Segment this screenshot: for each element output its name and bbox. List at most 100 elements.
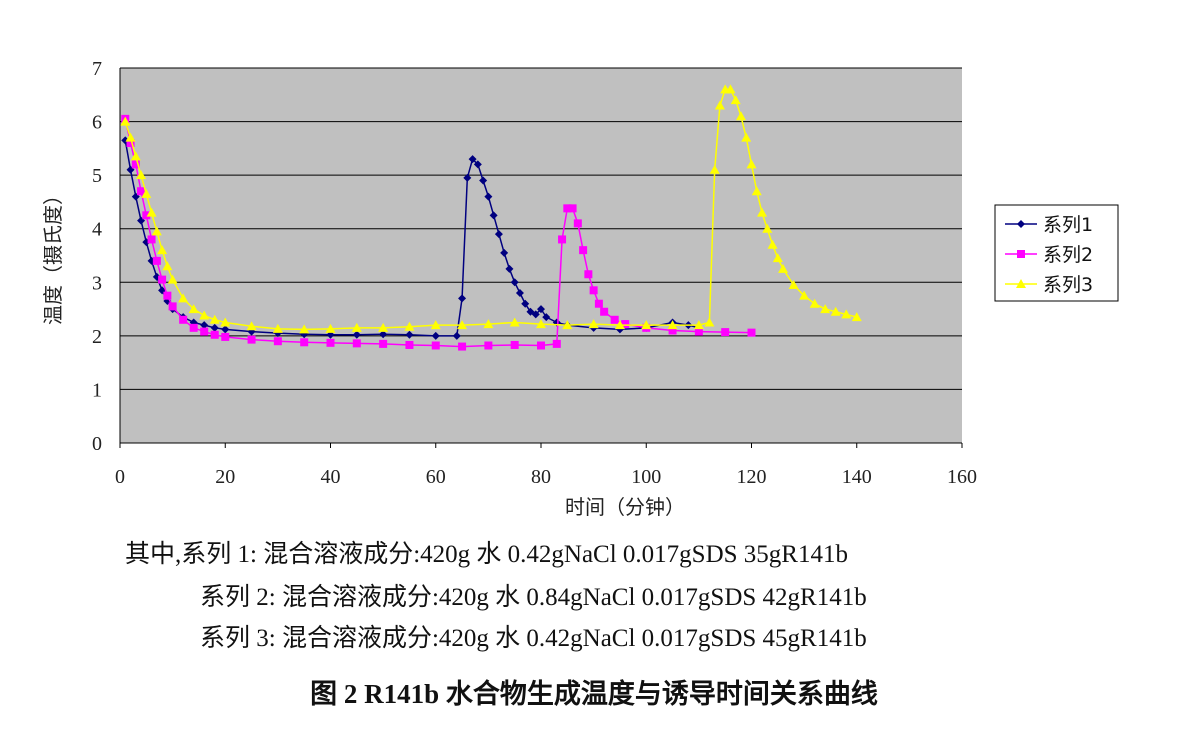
- legend-label: 系列2: [1043, 244, 1093, 266]
- data-point: [142, 211, 151, 220]
- data-point: [431, 331, 440, 340]
- data-point: [473, 160, 482, 169]
- data-point: [588, 319, 599, 329]
- data-point: [573, 219, 582, 228]
- data-point: [762, 223, 773, 233]
- data-point: [163, 291, 172, 300]
- data-point: [558, 235, 567, 244]
- data-point: [841, 309, 852, 319]
- data-point: [537, 341, 545, 350]
- data-point: [552, 339, 561, 348]
- data-point: [379, 330, 388, 339]
- data-point: [562, 320, 573, 330]
- data-point: [200, 327, 209, 336]
- data-point: [521, 299, 530, 308]
- data-point: [458, 342, 467, 351]
- data-point: [589, 286, 598, 295]
- data-point: [325, 323, 336, 333]
- data-point: [757, 207, 768, 217]
- data-point: [221, 332, 230, 341]
- data-point: [704, 317, 715, 327]
- data-point: [126, 139, 135, 147]
- data-point: [510, 340, 519, 349]
- data-point: [536, 319, 546, 329]
- data-point: [209, 314, 220, 324]
- data-point: [694, 327, 703, 336]
- data-point: [452, 331, 461, 340]
- data-point: [326, 338, 335, 347]
- y-tick-label: 3: [92, 272, 102, 294]
- data-point: [210, 330, 219, 339]
- data-point: [778, 263, 789, 273]
- x-axis-label: 时间（分钟）: [565, 496, 685, 519]
- data-point: [751, 186, 762, 196]
- data-point: [531, 310, 540, 319]
- data-point: [483, 319, 494, 329]
- data-point: [820, 304, 831, 314]
- data-point: [146, 207, 157, 217]
- legend-label: 系列1: [1043, 214, 1093, 236]
- data-point: [667, 320, 678, 330]
- data-point: [537, 305, 545, 314]
- note: 其中,系列 1: 混合溶液成分:420g 水 0.42gNaCl 0.017gS…: [125, 540, 848, 568]
- data-point: [431, 341, 440, 350]
- legend-marker: [1017, 220, 1025, 228]
- legend-marker: [1017, 250, 1025, 258]
- data-point: [167, 274, 178, 284]
- data-point: [668, 326, 677, 335]
- data-point: [199, 310, 210, 320]
- y-axis-label: 温度（摄氏度）: [42, 185, 65, 325]
- data-point: [151, 226, 162, 236]
- data-point: [405, 330, 414, 339]
- data-point: [125, 132, 136, 142]
- data-point: [430, 320, 441, 330]
- data-point: [378, 322, 389, 332]
- y-tick-label: 1: [92, 379, 102, 401]
- data-point: [405, 340, 414, 349]
- data-point: [515, 289, 524, 297]
- data-point: [500, 248, 509, 257]
- data-point: [714, 100, 725, 110]
- data-point: [458, 294, 467, 303]
- data-point: [614, 320, 625, 330]
- data-point: [489, 211, 498, 220]
- legend-marker: [1016, 279, 1026, 288]
- data-point: [767, 239, 778, 249]
- data-point: [563, 204, 572, 213]
- data-point: [484, 341, 493, 350]
- data-point: [220, 317, 231, 327]
- data-point: [584, 270, 593, 279]
- data-point: [510, 278, 519, 287]
- x-tick-label: 40: [321, 466, 341, 488]
- data-point: [130, 151, 141, 161]
- x-tick-label: 20: [215, 466, 235, 488]
- data-point: [246, 321, 257, 331]
- data-point: [189, 323, 198, 332]
- data-point: [168, 302, 177, 311]
- data-point: [610, 315, 619, 324]
- data-point: [141, 188, 152, 198]
- x-tick-label: 80: [531, 466, 551, 488]
- data-point: [809, 298, 820, 308]
- data-point: [299, 324, 310, 334]
- note: 系列 3: 混合溶液成分:420g 水 0.42gNaCl 0.017gSDS …: [200, 624, 867, 652]
- x-tick-label: 60: [426, 466, 446, 488]
- y-tick-label: 5: [92, 165, 102, 187]
- data-point: [247, 335, 256, 344]
- x-tick-label: 160: [947, 466, 977, 488]
- data-point: [494, 230, 503, 239]
- data-point: [221, 325, 230, 334]
- plot-area: [120, 68, 962, 443]
- data-point: [272, 323, 283, 333]
- data-point: [641, 320, 652, 330]
- data-point: [379, 339, 388, 348]
- data-point: [131, 160, 140, 169]
- data-point: [200, 321, 209, 330]
- data-point: [152, 256, 161, 265]
- data-point: [830, 306, 841, 316]
- data-point: [621, 320, 630, 329]
- y-tick-label: 6: [92, 112, 102, 134]
- data-point: [351, 322, 362, 332]
- x-tick-label: 100: [631, 466, 661, 488]
